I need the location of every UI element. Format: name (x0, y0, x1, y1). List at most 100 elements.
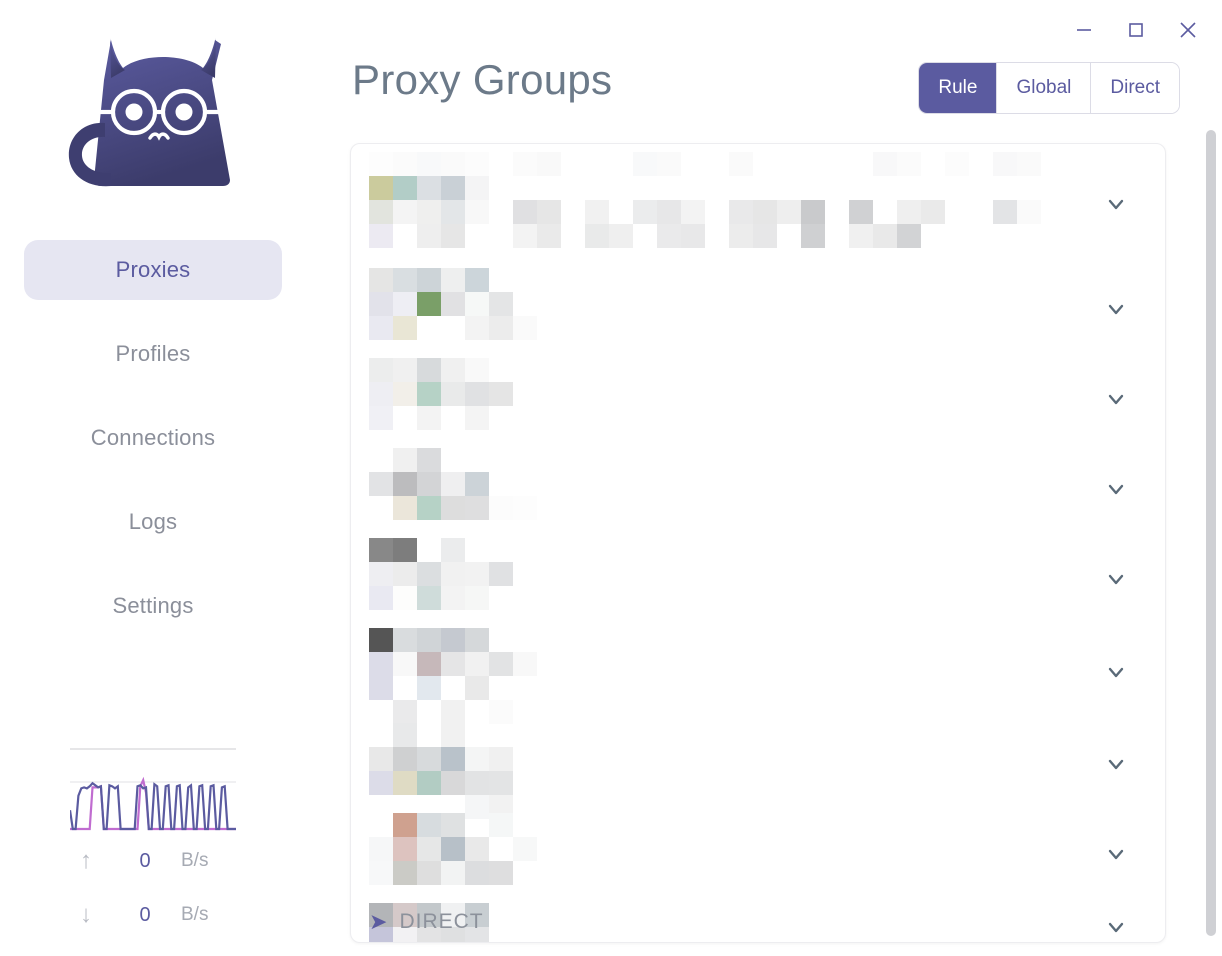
sidebar-item-settings[interactable]: Settings (24, 576, 282, 636)
chevron-down-icon[interactable] (1103, 476, 1129, 502)
sidebar-item-logs[interactable]: Logs (24, 492, 282, 552)
redacted-block (369, 903, 393, 927)
redacted-block (849, 200, 873, 224)
redacted-block (777, 200, 801, 224)
redacted-block (489, 382, 513, 406)
redacted-block (441, 472, 465, 496)
redacted-block (393, 771, 417, 795)
sidebar-item-label: Logs (128, 509, 178, 534)
redacted-block (801, 200, 825, 224)
redacted-block (801, 224, 825, 248)
sidebar-item-profiles[interactable]: Profiles (24, 324, 282, 384)
mode-button-direct[interactable]: Direct (1091, 63, 1179, 113)
minimize-icon (1077, 29, 1091, 31)
redacted-block (465, 652, 489, 676)
redacted-block (441, 700, 465, 724)
redacted-block (441, 723, 465, 747)
redacted-block (393, 927, 417, 942)
mode-button-global[interactable]: Global (997, 63, 1092, 113)
redacted-block (369, 406, 393, 430)
chevron-down-icon[interactable] (1103, 296, 1129, 322)
redacted-block (393, 837, 417, 861)
redacted-block (465, 358, 489, 382)
redacted-block (873, 152, 897, 176)
redacted-block (393, 538, 417, 562)
redacted-block (753, 224, 777, 248)
chevron-down-icon[interactable] (1103, 566, 1129, 592)
proxy-group-row[interactable] (351, 534, 1165, 624)
mode-button-rule[interactable]: Rule (919, 63, 998, 113)
redacted-block (417, 771, 441, 795)
redacted-block (465, 292, 489, 316)
sidebar-divider (70, 748, 236, 750)
chevron-down-icon[interactable] (1103, 841, 1129, 867)
redacted-block (441, 562, 465, 586)
chevron-down-icon[interactable] (1103, 191, 1129, 217)
vertical-scrollbar[interactable] (1206, 130, 1216, 936)
proxy-group-row[interactable] (351, 899, 1165, 942)
proxy-group-name-redacted (369, 903, 1165, 942)
chevron-down-icon[interactable] (1103, 751, 1129, 777)
redacted-block (441, 268, 465, 292)
redacted-block (441, 152, 465, 176)
redacted-block (537, 200, 561, 224)
redacted-block (513, 152, 537, 176)
chevron-down-icon[interactable] (1103, 914, 1129, 940)
sidebar-item-connections[interactable]: Connections (24, 408, 282, 468)
redacted-block (681, 224, 705, 248)
redacted-block (585, 200, 609, 224)
redacted-block (369, 176, 393, 200)
sidebar-nav: Proxies Profiles Connections Logs Settin… (24, 240, 282, 660)
redacted-block (417, 152, 441, 176)
proxy-group-row[interactable] (351, 444, 1165, 534)
proxy-group-row[interactable] (351, 809, 1165, 899)
redacted-block (489, 316, 513, 340)
redacted-block (393, 700, 417, 724)
redacted-block (393, 200, 417, 224)
chevron-down-icon[interactable] (1103, 659, 1129, 685)
direct-entry[interactable]: ➤ DIRECT (369, 910, 484, 934)
redacted-block (369, 586, 393, 610)
redacted-block (393, 652, 417, 676)
redacted-block (489, 747, 513, 771)
redacted-block (417, 837, 441, 861)
maximize-button[interactable] (1110, 7, 1162, 53)
maximize-icon (1129, 23, 1143, 37)
minimize-button[interactable] (1058, 7, 1110, 53)
proxy-group-row[interactable] (351, 144, 1165, 264)
redacted-block (417, 292, 441, 316)
redacted-block (657, 224, 681, 248)
redacted-block (729, 152, 753, 176)
redacted-block (465, 586, 489, 610)
redacted-block (369, 652, 393, 676)
redacted-block (537, 152, 561, 176)
redacted-block (465, 903, 489, 927)
redacted-block (441, 813, 465, 837)
close-button[interactable] (1162, 7, 1214, 53)
redacted-block (513, 224, 537, 248)
redacted-block (369, 747, 393, 771)
redacted-block (369, 292, 393, 316)
chevron-down-icon[interactable] (1103, 386, 1129, 412)
clash-cat-logo-icon (68, 38, 230, 187)
redacted-block (1017, 200, 1041, 224)
proxy-group-row[interactable] (351, 264, 1165, 354)
redacted-block (393, 292, 417, 316)
redacted-block (513, 837, 537, 861)
redacted-block (465, 747, 489, 771)
redacted-block (441, 586, 465, 610)
redacted-block (441, 628, 465, 652)
redacted-block (513, 652, 537, 676)
redacted-block (393, 903, 417, 927)
sidebar-item-proxies[interactable]: Proxies (24, 240, 282, 300)
proxy-group-row[interactable] (351, 719, 1165, 819)
proxy-group-row[interactable] (351, 624, 1165, 724)
redacted-block (465, 676, 489, 700)
redacted-block (369, 538, 393, 562)
redacted-block (465, 861, 489, 885)
download-rate-row: ↓ 0 B/s (63, 888, 243, 942)
redacted-block (417, 562, 441, 586)
proxy-group-row[interactable] (351, 354, 1165, 444)
redacted-block (369, 382, 393, 406)
redacted-block (417, 496, 441, 520)
